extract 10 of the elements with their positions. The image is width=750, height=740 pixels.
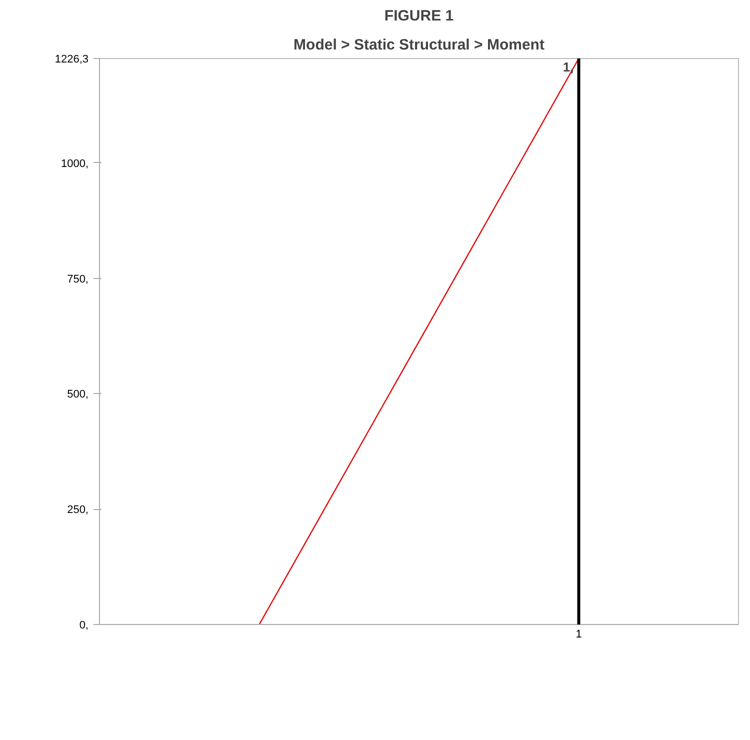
y-tick-label: 1226,3 <box>54 54 89 66</box>
y-tick-label: 1000, <box>60 158 89 170</box>
chart-title: FIGURE 1 <box>384 8 454 24</box>
y-tick-label: 0, <box>79 620 89 632</box>
y-tick-label: 500, <box>67 388 89 401</box>
ref-line-label: 1, <box>562 60 574 74</box>
y-tick-label: 250, <box>67 504 89 516</box>
y-tick-label: 750, <box>67 273 89 286</box>
chart-subtitle: Model > Static Structural > Moment <box>294 36 544 54</box>
x-tick-label: 1 <box>576 628 582 640</box>
